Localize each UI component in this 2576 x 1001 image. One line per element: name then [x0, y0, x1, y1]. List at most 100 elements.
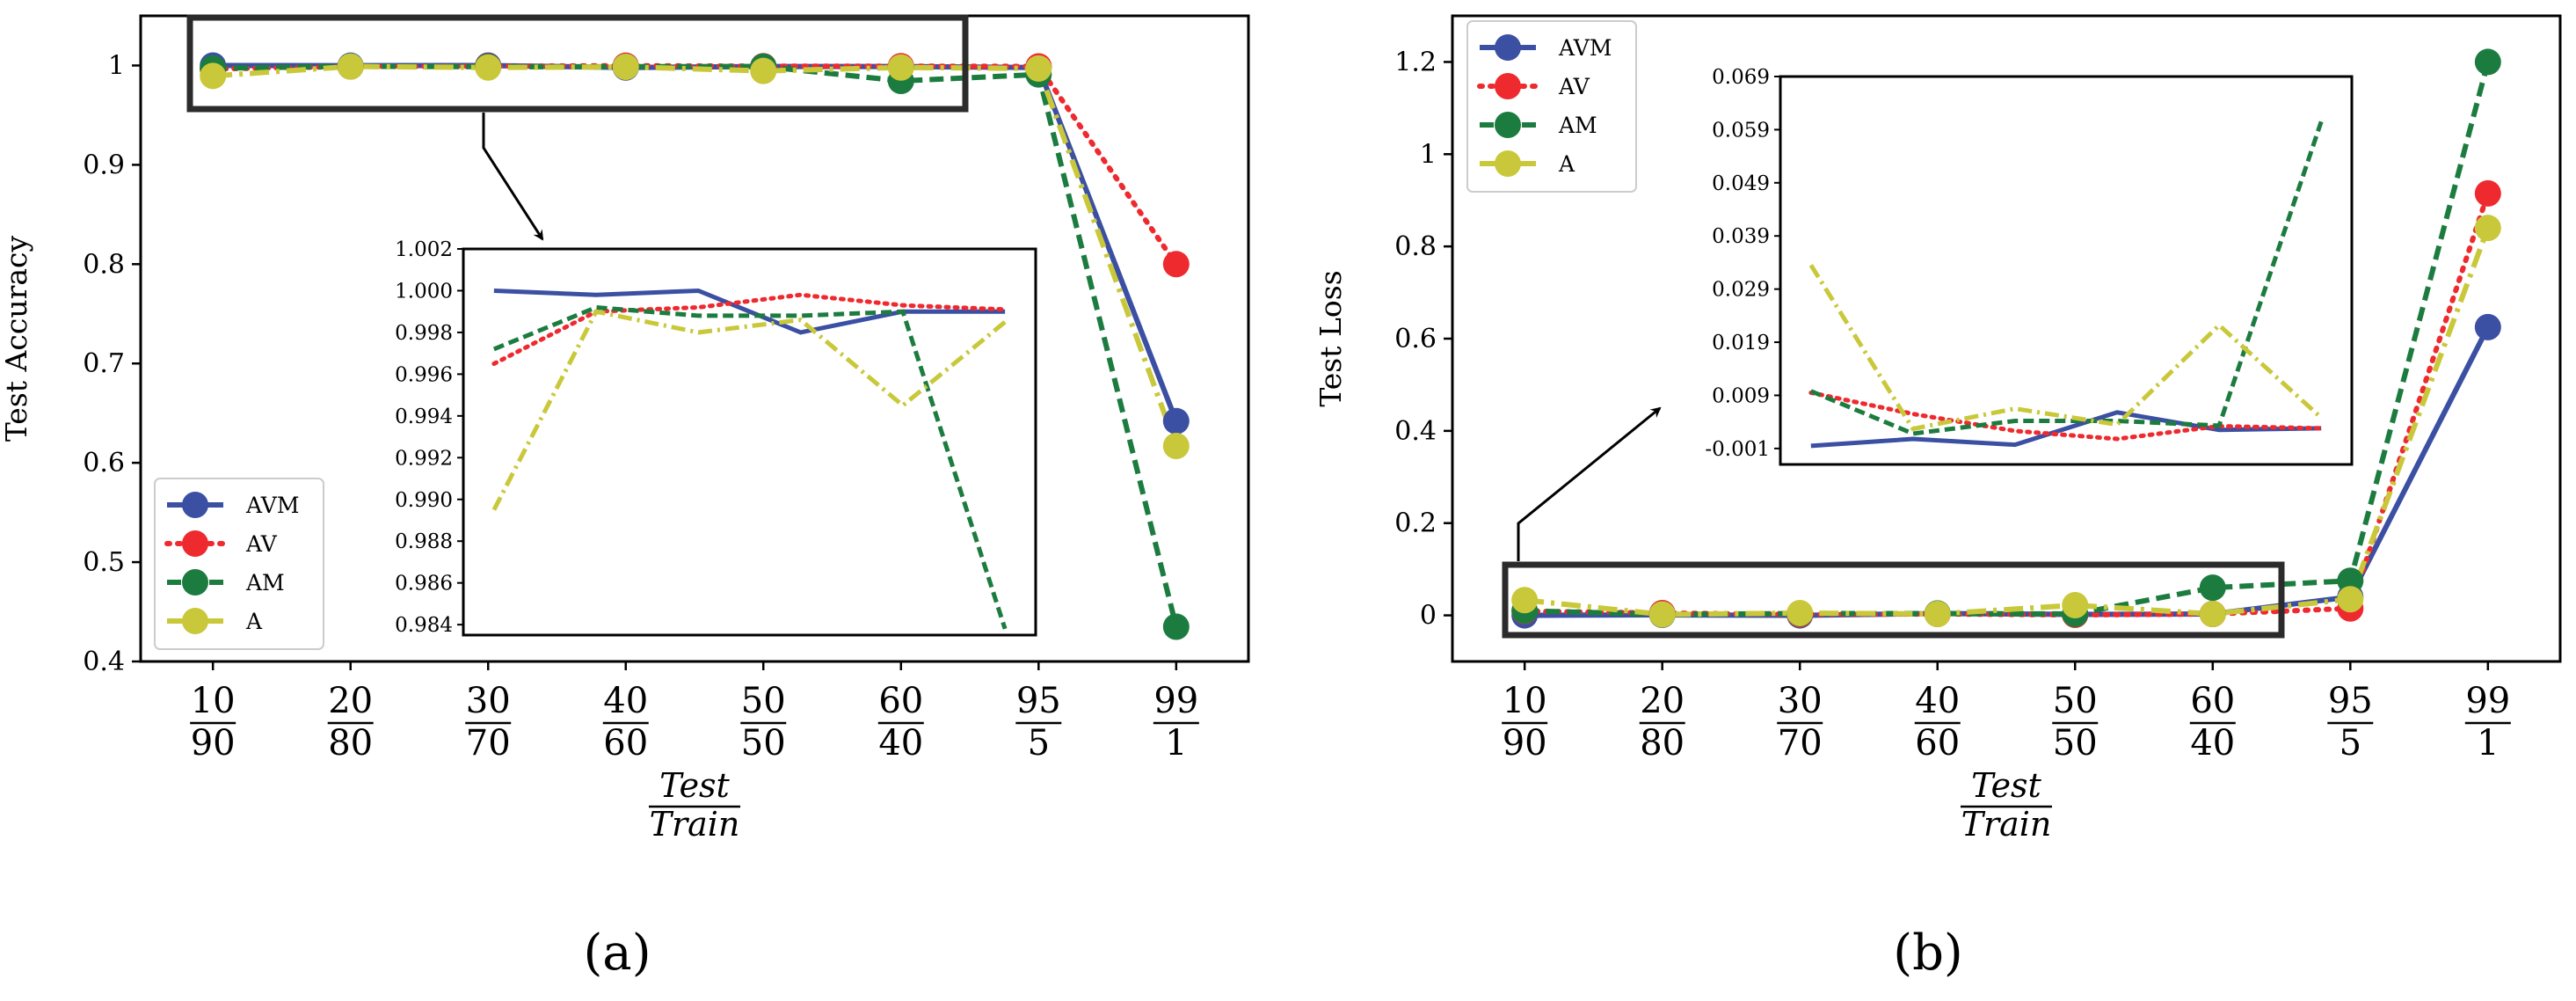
- chart-b-series-a-line: [1524, 227, 2491, 617]
- chart-b-legend-label: AM: [1558, 113, 1597, 138]
- chart-b-zoom-arrow: [1517, 406, 1662, 561]
- chart-b-series-a-point: [1786, 599, 1814, 626]
- chart-a-inset-ytick-label: 0.988: [395, 530, 453, 553]
- chart-b-xtick-numerator: 95: [2328, 681, 2373, 721]
- chart-b-xlabel-denominator: Train: [1961, 805, 2052, 844]
- chart-b-legend-swatch-marker: [1495, 73, 1521, 99]
- chart-b-series-a-point: [1511, 587, 1539, 614]
- chart-a-series-a-point: [475, 54, 502, 81]
- chart-a-series-avm-point: [1162, 407, 1190, 435]
- chart-b-xtick-denominator: 70: [1778, 723, 1823, 764]
- chart-a-inset-ytick-label: 0.984: [395, 614, 453, 637]
- chart-b-series-am-point: [2474, 48, 2501, 76]
- chart-a-xtick-denominator: 5: [1028, 723, 1050, 764]
- chart-a-inset-ytick-label: 0.996: [395, 363, 453, 386]
- chart-b-series-a-point: [2337, 586, 2364, 613]
- chart-b-series-a-point: [2199, 600, 2226, 627]
- chart-b-xtick-numerator: 10: [1503, 681, 1547, 721]
- chart-a-ytick-label: 0.4: [83, 647, 125, 677]
- chart-a-inset-ytick-label: 1.000: [395, 280, 453, 303]
- chart-b-xtick-numerator: 60: [2190, 681, 2235, 721]
- chart-b-inset-ytick-label: 0.039: [1712, 225, 1770, 248]
- chart-a-ytick-label: 0.5: [83, 547, 125, 578]
- chart-a-series-am-point: [1162, 613, 1190, 640]
- chart-a-series-a-point: [1025, 55, 1052, 82]
- chart-a-xtick-denominator: 40: [878, 723, 923, 764]
- chart-a-series-a-point: [750, 57, 777, 84]
- chart-b-xtick-denominator: 40: [2190, 723, 2235, 764]
- chart-b-xtick-numerator: 30: [1778, 681, 1823, 721]
- chart-a-legend-label: AV: [245, 531, 278, 557]
- chart-b-series-am-point: [2199, 574, 2226, 602]
- chart-a-legend-label: AM: [245, 570, 285, 595]
- chart-a-zoom-arrow: [482, 113, 544, 241]
- chart-a-series-av-line: [210, 62, 1179, 267]
- chart-a-xtick-numerator: 30: [466, 681, 511, 721]
- chart-a-inset-series-a-line: [491, 309, 1007, 511]
- chart-a-legend-label: AVM: [245, 493, 299, 518]
- chart-b-xtick-denominator: 60: [1915, 723, 1960, 764]
- chart-b-ytick-label: 0.8: [1394, 231, 1437, 262]
- chart-b-xlabel-numerator: Test: [1971, 766, 2041, 805]
- chart-b-legend-label: A: [1558, 151, 1575, 177]
- chart-b-xtick-numerator: 20: [1640, 681, 1685, 721]
- chart-b-legend-swatch-marker: [1495, 112, 1521, 138]
- chart-a-xtick-denominator: 60: [603, 723, 648, 764]
- chart-b-inset-ytick-label: 0.019: [1712, 332, 1770, 354]
- chart-b-subcaption: (b): [1893, 924, 1963, 982]
- chart-b-ylabel: Test Loss: [1313, 270, 1348, 406]
- chart-b-inset-series-a-line: [1808, 264, 2323, 432]
- chart-a-ylabel: Test Accuracy: [0, 236, 33, 442]
- chart-a-ytick-label: 0.6: [83, 448, 125, 479]
- chart-a-legend-frame: [154, 478, 324, 650]
- chart-a-zoom-highlight-box: [186, 14, 969, 113]
- chart-a-legend-swatch-marker: [182, 492, 208, 518]
- chart-b-series-a-point: [1924, 600, 1951, 627]
- chart-a-legend-swatch-marker: [182, 569, 208, 595]
- chart-a-ytick-label: 0.7: [83, 348, 125, 379]
- chart-b-legend-swatch-marker: [1495, 150, 1521, 177]
- chart-a-xtick-numerator: 99: [1153, 681, 1198, 721]
- chart-b-series-av-point: [2474, 179, 2501, 207]
- chart-a-inset-ytick-label: 0.994: [395, 406, 453, 428]
- chart-b-ytick-label: 0: [1420, 601, 1437, 632]
- chart-a-inset-ytick-label: 0.990: [395, 489, 453, 512]
- chart-a-legend-swatch-marker: [182, 530, 208, 557]
- chart-a-legend-swatch-marker: [182, 608, 208, 634]
- chart-a-series-av-point: [1162, 251, 1190, 278]
- chart-a-xtick-numerator: 40: [603, 681, 648, 721]
- chart-a-xtick-numerator: 10: [191, 681, 236, 721]
- chart-b-xtick-numerator: 40: [1915, 681, 1960, 721]
- chart-a-xtick-denominator: 80: [328, 723, 373, 764]
- chart-a-xlabel-denominator: Train: [650, 805, 740, 844]
- chart-a-series-a-point: [1162, 432, 1190, 459]
- chart-b-ytick-label: 0.2: [1394, 508, 1437, 539]
- chart-a-series-a-point: [887, 54, 914, 81]
- chart-a-series-a-point: [200, 62, 227, 90]
- chart-b-series-a-point: [2062, 592, 2089, 619]
- chart-a-xlabel-numerator: Test: [659, 766, 730, 805]
- chart-a-xtick-numerator: 20: [328, 681, 373, 721]
- chart-a-ytick-label: 0.9: [83, 150, 125, 180]
- chart-a-series-a-point: [337, 53, 364, 80]
- chart-b-series-a-point: [2474, 215, 2501, 242]
- chart-a-inset-ytick-label: 0.986: [395, 573, 453, 595]
- chart-a-xtick-denominator: 50: [741, 723, 786, 764]
- chart-b-legend-label: AV: [1558, 74, 1590, 99]
- chart-a-xtick-numerator: 50: [741, 681, 786, 721]
- chart-a-xtick-denominator: 1: [1165, 723, 1187, 764]
- chart-b-inset-frame: [1779, 75, 2354, 466]
- chart-b-xtick-denominator: 80: [1640, 723, 1685, 764]
- chart-b-legend-swatch-marker: [1495, 34, 1521, 61]
- chart-a-inset-series-av-line: [491, 292, 1008, 367]
- chart-a-inset-series-avm-line: [493, 288, 1006, 335]
- chart-b-series-avm-point: [2474, 313, 2501, 340]
- chart-b-ytick-label: 0.6: [1394, 324, 1437, 354]
- chart-a-inset-ytick-label: 0.992: [395, 447, 453, 470]
- chart-a-xtick-numerator: 95: [1016, 681, 1061, 721]
- chart-b-zoom-highlight-box: [1502, 561, 2285, 639]
- chart-b-inset-ytick-label: 0.059: [1712, 119, 1770, 142]
- chart-a-xtick-denominator: 90: [191, 723, 236, 764]
- chart-b-xtick-numerator: 99: [2465, 681, 2510, 721]
